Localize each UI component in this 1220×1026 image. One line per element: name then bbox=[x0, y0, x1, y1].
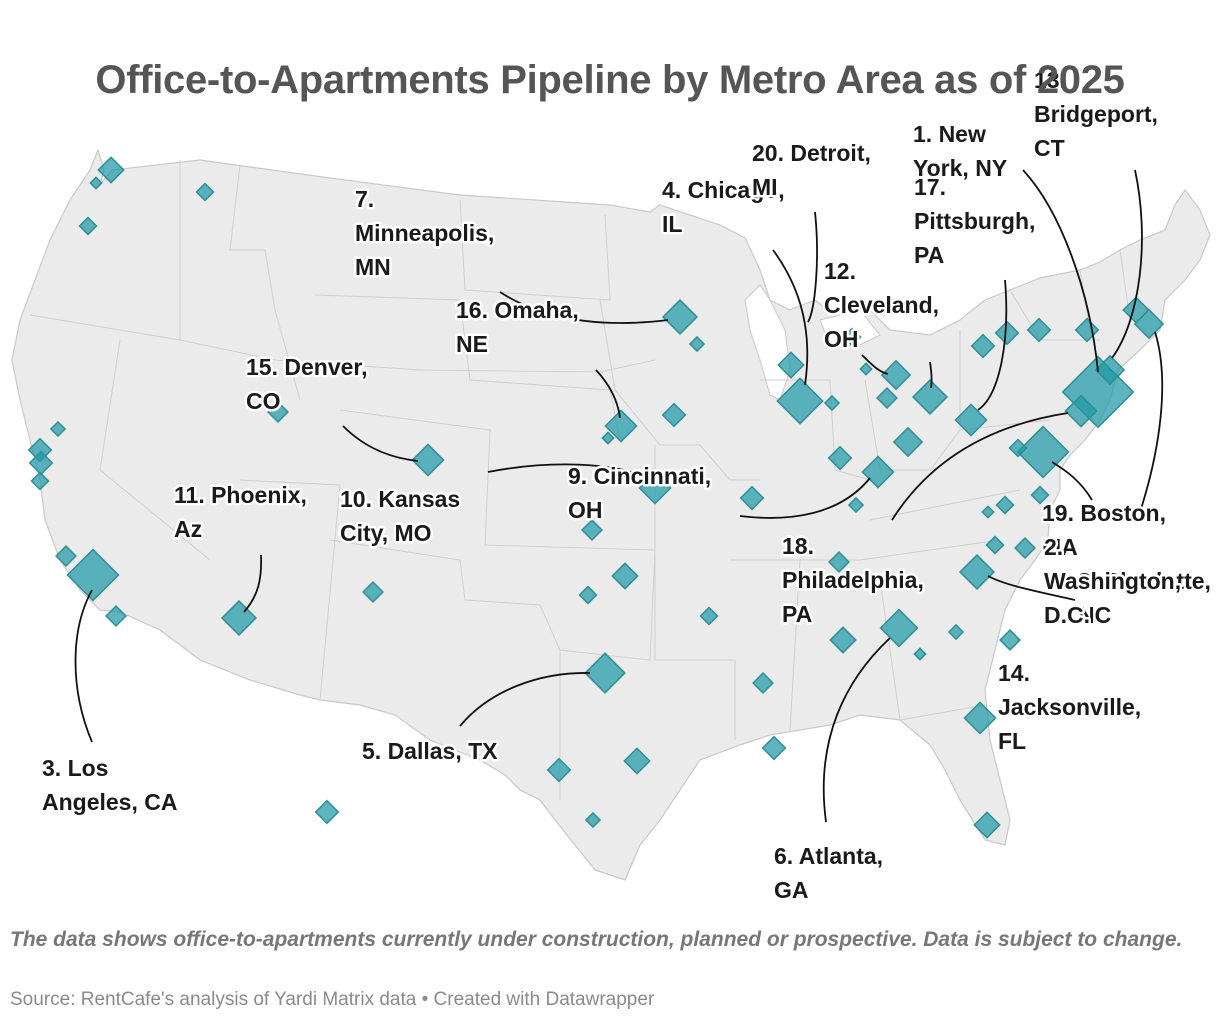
marker-atlanta[interactable] bbox=[879, 608, 919, 648]
marker-charlotte[interactable] bbox=[958, 553, 996, 591]
marker-small[interactable] bbox=[105, 605, 127, 627]
marker-small[interactable] bbox=[739, 485, 765, 511]
data-note: The data shows office-to-apartments curr… bbox=[10, 928, 1183, 951]
marker-small[interactable] bbox=[761, 735, 787, 761]
label-new-york: 1. New York, NY bbox=[913, 121, 1007, 181]
marker-small[interactable] bbox=[970, 333, 996, 359]
label-philadelphia: 18. Philadelphia, PA bbox=[782, 533, 924, 627]
marker-cleveland[interactable] bbox=[880, 359, 912, 391]
marker-small[interactable] bbox=[581, 519, 603, 541]
marker-small[interactable] bbox=[78, 216, 98, 236]
marker-los-angeles[interactable] bbox=[66, 548, 120, 602]
label-cincinnati: 9. Cincinnati, OH bbox=[568, 463, 711, 523]
label-detroit: 20. Detroit, MI bbox=[752, 140, 871, 200]
marker-detroit[interactable] bbox=[911, 378, 949, 416]
contiguous-us-landmass bbox=[11, 148, 1211, 881]
marker-small[interactable] bbox=[1122, 296, 1150, 324]
source-line: Source: RentCafe's analysis of Yardi Mat… bbox=[10, 989, 655, 1010]
marker-seattle[interactable] bbox=[97, 156, 125, 184]
label-pittsburgh: 17. Pittsburgh, PA bbox=[914, 174, 1035, 268]
marker-small[interactable] bbox=[195, 182, 215, 202]
leader-lines bbox=[74, 169, 1164, 823]
marker-small[interactable] bbox=[584, 811, 602, 829]
label-dallas: 5. Dallas, TX bbox=[362, 738, 498, 764]
marker-small[interactable] bbox=[981, 505, 995, 519]
marker-small[interactable] bbox=[30, 471, 50, 491]
marker-small[interactable] bbox=[49, 420, 67, 438]
marker-small[interactable] bbox=[973, 811, 1001, 839]
marker-small[interactable] bbox=[601, 431, 615, 445]
marker-small[interactable] bbox=[752, 672, 774, 694]
marker-st-louis[interactable] bbox=[638, 471, 672, 505]
marker-kansas-city[interactable] bbox=[411, 443, 445, 477]
marker-small[interactable] bbox=[1030, 485, 1050, 505]
marker-phoenix[interactable] bbox=[220, 599, 258, 637]
marker-small[interactable] bbox=[985, 535, 1005, 555]
label-omaha: 16. Omaha, NE bbox=[456, 297, 579, 357]
marker-small[interactable] bbox=[362, 581, 384, 603]
label-minneapolis: 7. Minneapolis, MN bbox=[355, 186, 494, 280]
marker-bridgeport[interactable] bbox=[1094, 354, 1126, 386]
marker-pittsburgh[interactable] bbox=[954, 403, 988, 437]
marker-small[interactable] bbox=[688, 335, 706, 353]
marker-small[interactable] bbox=[994, 320, 1020, 346]
state-borders bbox=[29, 160, 1131, 800]
marker-small[interactable] bbox=[661, 402, 687, 428]
label-washington: 2. Washington, D.C. bbox=[1044, 534, 1181, 628]
label-jacksonville: 14. Jacksonville, FL bbox=[998, 660, 1141, 754]
marker-denver-area[interactable] bbox=[267, 401, 289, 423]
marker-small[interactable] bbox=[999, 629, 1021, 651]
lake-michigan bbox=[744, 284, 791, 401]
label-los-angeles: 3. Los Angeles, CA bbox=[42, 755, 177, 815]
marker-minneapolis[interactable] bbox=[661, 298, 699, 336]
label-phoenix: 11. Phoenix, Az bbox=[174, 482, 307, 542]
labels: 1. New York, NY 3. Los Angeles, CA 4. Chic… bbox=[40, 65, 1214, 906]
label-chicago: 4. Chicago, IL bbox=[662, 177, 785, 237]
marker-small[interactable] bbox=[546, 757, 572, 783]
label-kansas-city: 10. Kansas City, MO bbox=[340, 486, 460, 546]
marker-small[interactable] bbox=[28, 450, 54, 476]
label-denver: 15. Denver, CO bbox=[246, 354, 367, 414]
marker-small[interactable] bbox=[876, 387, 898, 409]
marker-small[interactable] bbox=[827, 445, 853, 471]
label-charlotte: 8. Charlotte, NC bbox=[1078, 568, 1211, 628]
marker-small[interactable] bbox=[823, 394, 841, 412]
label-bridgeport: 13. Bridgeport, CT bbox=[1034, 67, 1158, 161]
markers-layer bbox=[27, 156, 1165, 839]
label-boston: 19. Boston, MA bbox=[1042, 500, 1166, 560]
marker-small[interactable] bbox=[829, 626, 857, 654]
marker-dallas[interactable] bbox=[584, 652, 626, 694]
marker-small[interactable] bbox=[314, 799, 340, 825]
marker-small[interactable] bbox=[828, 551, 850, 573]
marker-small[interactable] bbox=[913, 647, 927, 661]
marker-small[interactable] bbox=[1008, 438, 1028, 458]
marker-small[interactable] bbox=[842, 327, 862, 347]
marker-small[interactable] bbox=[578, 585, 598, 605]
marker-small[interactable] bbox=[89, 176, 103, 190]
marker-small[interactable] bbox=[55, 545, 77, 567]
lake-huron bbox=[819, 309, 881, 346]
marker-small[interactable] bbox=[859, 362, 873, 376]
marker-columbus[interactable] bbox=[892, 426, 924, 458]
marker-small[interactable] bbox=[947, 623, 965, 641]
marker-chicago[interactable] bbox=[776, 377, 824, 425]
marker-small[interactable] bbox=[1026, 317, 1052, 343]
label-atlanta: 6. Atlanta, GA bbox=[774, 843, 883, 903]
marker-philadelphia[interactable] bbox=[1064, 394, 1098, 428]
marker-small[interactable] bbox=[777, 351, 805, 379]
marker-small[interactable] bbox=[611, 562, 639, 590]
label-cleveland: 12. Cleveland, OH bbox=[824, 258, 939, 352]
marker-cincinnati[interactable] bbox=[861, 455, 895, 489]
marker-small[interactable] bbox=[623, 747, 651, 775]
marker-omaha[interactable] bbox=[604, 409, 638, 443]
chart-title: Office-to-Apartments Pipeline by Metro A… bbox=[95, 58, 1125, 102]
marker-small[interactable] bbox=[995, 495, 1015, 515]
marker-jacksonville[interactable] bbox=[963, 701, 997, 735]
marker-small[interactable] bbox=[847, 496, 865, 514]
marker-small[interactable] bbox=[699, 606, 719, 626]
marker-small[interactable] bbox=[1014, 537, 1036, 559]
